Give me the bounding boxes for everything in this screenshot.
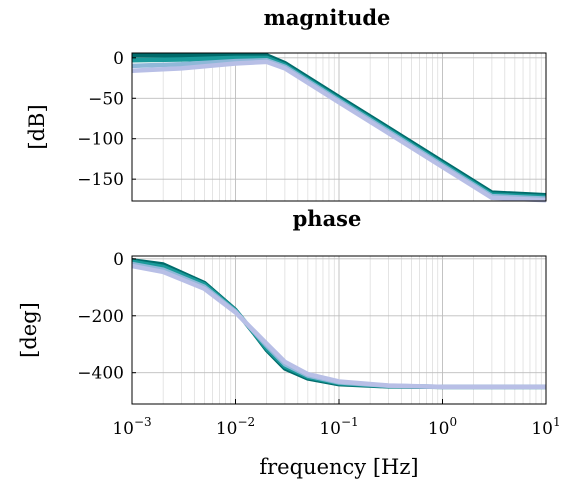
frequency-xlabel: frequency [Hz] xyxy=(259,455,418,479)
magnitude-ytick-label: 0 xyxy=(113,49,124,69)
phase-xtick-label: 10−3 xyxy=(112,415,151,439)
phase-xtick-label: 10−1 xyxy=(319,415,358,439)
phase-ytick-label: −400 xyxy=(77,364,124,384)
phase-xtick-label: 101 xyxy=(531,415,560,439)
magnitude-axes-frame xyxy=(131,52,547,202)
magnitude-title: magnitude xyxy=(264,5,391,30)
phase-series-line-4 xyxy=(131,263,546,390)
phase-y-ticks: 0 −200 −400 xyxy=(77,250,136,384)
magnitude-series-group xyxy=(131,53,547,203)
magnitude-grid xyxy=(131,53,547,201)
magnitude-ytick-label: −100 xyxy=(77,130,124,150)
phase-ytick-label: −200 xyxy=(77,307,124,327)
phase-series-group xyxy=(131,258,546,390)
phase-ytick-label: 0 xyxy=(113,250,124,270)
magnitude-y-ticks: 0 −50 −100 −150 xyxy=(77,49,136,190)
phase-title: phase xyxy=(293,206,362,231)
magnitude-ylabel: [dB] xyxy=(25,104,49,149)
magnitude-series-line-4 xyxy=(131,59,547,203)
phase-ylabel: [deg] xyxy=(17,302,41,358)
phase-x-ticks: 10−3 10−2 10−1 100 101 xyxy=(112,399,561,439)
phase-xtick-label: 100 xyxy=(428,415,457,439)
phase-xtick-label: 10−2 xyxy=(216,415,255,439)
magnitude-ytick-label: −150 xyxy=(77,170,124,190)
magnitude-ytick-label: −50 xyxy=(88,89,124,109)
